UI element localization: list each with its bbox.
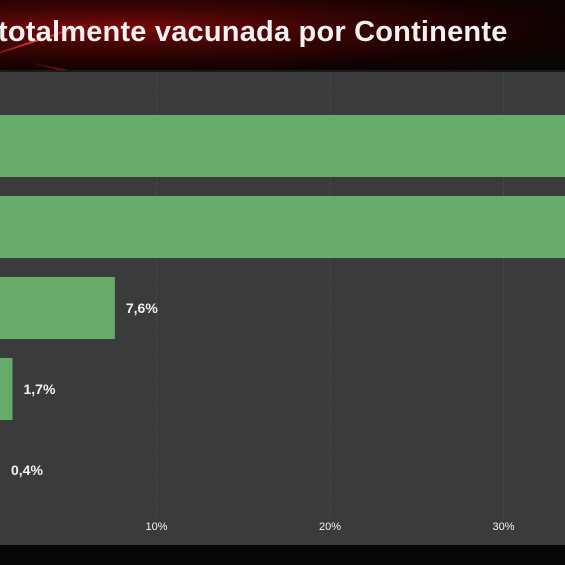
x-tick-label: 10%	[145, 521, 167, 533]
x-tick-label: 30%	[492, 521, 514, 533]
data-label: 7,6%	[126, 300, 158, 316]
bar-chart: 10% 20% 30% 7,6% 1,7% 0,4%	[0, 72, 565, 533]
data-label: 1,7%	[23, 381, 55, 397]
data-label: 0,4%	[11, 462, 43, 478]
plot-area: 10% 20% 30% 7,6% 1,7% 0,4%	[0, 70, 565, 547]
decorative-streak	[29, 62, 119, 70]
chart-title: totalmente vacunada por Continente	[0, 16, 508, 48]
bar	[0, 358, 13, 420]
bar	[0, 115, 565, 177]
bottom-band	[0, 545, 565, 565]
bar	[0, 277, 115, 339]
bar	[0, 196, 565, 258]
x-tick-label: 20%	[319, 521, 341, 533]
title-banner: totalmente vacunada por Continente	[0, 0, 565, 70]
